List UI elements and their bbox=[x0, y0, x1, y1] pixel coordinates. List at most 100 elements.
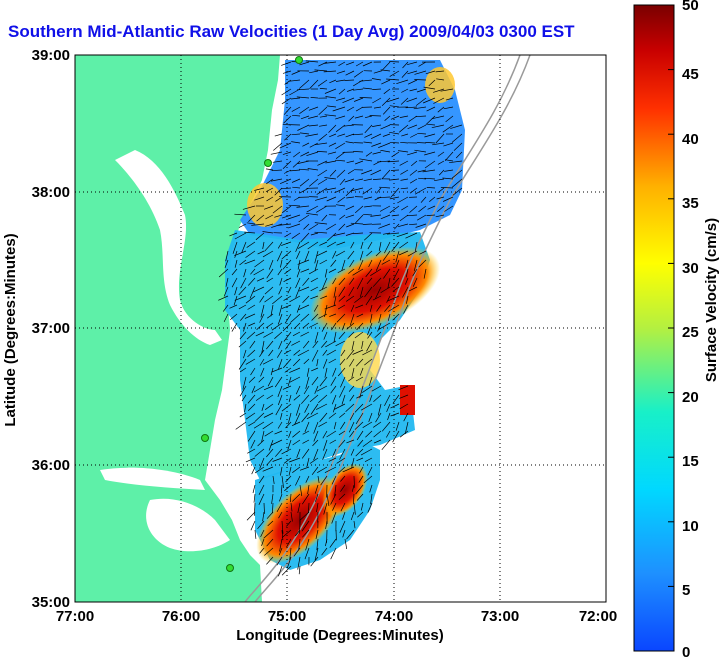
velocity-arrow bbox=[290, 169, 301, 172]
velocity-arrow bbox=[335, 79, 346, 82]
velocity-arrow bbox=[301, 448, 310, 459]
velocity-arrow bbox=[325, 187, 337, 191]
velocity-arrow bbox=[372, 88, 382, 90]
velocity-arrow bbox=[310, 403, 319, 415]
high-velocity-cell bbox=[400, 385, 415, 415]
velocity-arrow bbox=[356, 457, 364, 462]
velocity-arrow bbox=[404, 421, 409, 435]
velocity-arrow bbox=[415, 97, 427, 106]
velocity-arrow bbox=[304, 421, 310, 433]
velocity-arrow bbox=[354, 331, 364, 339]
velocity-arrow bbox=[313, 448, 319, 461]
velocity-arrow bbox=[339, 412, 346, 418]
velocity-arrow bbox=[350, 304, 355, 312]
velocity-arrow bbox=[355, 412, 364, 425]
velocity-arrow bbox=[303, 223, 310, 230]
velocity-arrow bbox=[399, 403, 409, 410]
velocity-arrow bbox=[417, 124, 427, 130]
albemarle-sound bbox=[100, 467, 205, 490]
velocity-arrow bbox=[398, 250, 409, 256]
velocity-arrow bbox=[378, 241, 382, 252]
velocity-arrow bbox=[266, 340, 274, 350]
velocity-arrow bbox=[295, 241, 301, 253]
colorbar-tick-label: 5 bbox=[682, 582, 690, 599]
velocity-arrow bbox=[259, 313, 265, 323]
velocity-arrow bbox=[416, 142, 427, 144]
velocity-arrow bbox=[310, 232, 319, 236]
velocity-arrow bbox=[271, 493, 274, 504]
velocity-arrow bbox=[247, 394, 256, 404]
velocity-arrow bbox=[367, 331, 373, 339]
velocity-arrow bbox=[277, 313, 283, 325]
velocity-arrow bbox=[239, 259, 247, 266]
velocity-arrow bbox=[251, 385, 256, 394]
velocity-arrow bbox=[404, 277, 409, 285]
velocity-arrow bbox=[298, 214, 310, 223]
velocity-arrow bbox=[451, 169, 463, 179]
velocity-arrow bbox=[400, 97, 409, 105]
velocity-arrow bbox=[318, 106, 328, 115]
velocity-arrow bbox=[409, 169, 418, 176]
velocity-arrow bbox=[336, 70, 346, 74]
velocity-arrow bbox=[355, 358, 364, 367]
velocity-arrow bbox=[292, 439, 301, 446]
velocity-arrow bbox=[384, 394, 391, 407]
velocity-arrow bbox=[234, 259, 238, 268]
velocity-arrow bbox=[372, 124, 382, 127]
velocity-arrow bbox=[445, 97, 454, 101]
velocity-arrow bbox=[384, 304, 391, 312]
velocity-arrow bbox=[319, 412, 328, 423]
velocity-arrow bbox=[338, 295, 346, 302]
velocity-arrow bbox=[319, 88, 328, 90]
velocity-arrow bbox=[285, 340, 292, 350]
velocity-arrow bbox=[321, 547, 328, 556]
velocity-arrow bbox=[338, 331, 346, 340]
velocity-arrow bbox=[432, 88, 445, 93]
velocity-arrow bbox=[223, 313, 229, 323]
velocity-arrow bbox=[348, 268, 355, 274]
velocity-arrow bbox=[299, 61, 310, 66]
velocity-arrow bbox=[375, 250, 382, 257]
velocity-arrow bbox=[300, 331, 310, 337]
y-tick-label: 35:00 bbox=[32, 594, 70, 611]
velocity-arrow bbox=[308, 115, 319, 119]
x-tick-label: 76:00 bbox=[162, 608, 200, 625]
velocity-arrow bbox=[372, 295, 382, 301]
velocity-arrow bbox=[318, 394, 328, 403]
velocity-arrow bbox=[243, 322, 247, 332]
velocity-arrow bbox=[398, 124, 409, 133]
velocity-arrow bbox=[403, 304, 409, 314]
velocity-arrow bbox=[400, 169, 409, 175]
velocity-arrow bbox=[401, 133, 409, 137]
velocity-arrow bbox=[332, 403, 337, 413]
velocity-arrow bbox=[296, 448, 301, 458]
velocity-arrow bbox=[391, 277, 400, 287]
velocity-arrow bbox=[357, 511, 364, 518]
velocity-arrow bbox=[270, 178, 283, 182]
velocity-arrow bbox=[281, 304, 292, 309]
velocity-arrow bbox=[386, 97, 400, 103]
moderate-velocity-patch-north bbox=[425, 67, 455, 103]
velocity-arrow bbox=[225, 250, 229, 262]
velocity-arrow bbox=[389, 61, 400, 63]
velocity-arrow bbox=[309, 79, 319, 89]
velocity-arrow bbox=[292, 114, 301, 117]
velocity-arrow bbox=[381, 97, 391, 106]
velocity-arrow bbox=[368, 412, 373, 423]
velocity-arrow bbox=[407, 61, 418, 66]
velocity-arrow bbox=[373, 394, 382, 403]
y-tick-label: 36:00 bbox=[32, 457, 70, 474]
velocity-arrow bbox=[382, 133, 391, 137]
velocity-arrow bbox=[313, 421, 319, 434]
velocity-arrow bbox=[262, 358, 274, 365]
velocity-arrow bbox=[373, 106, 382, 109]
velocity-arrow bbox=[450, 124, 463, 129]
velocity-arrow bbox=[399, 160, 409, 166]
velocity-arrow bbox=[378, 223, 391, 229]
velocity-arrow bbox=[371, 385, 382, 392]
velocity-arrow bbox=[281, 214, 292, 219]
colorbar-ticks bbox=[668, 4, 674, 652]
velocity-arrow bbox=[323, 502, 328, 515]
velocity-arrow bbox=[291, 178, 301, 183]
